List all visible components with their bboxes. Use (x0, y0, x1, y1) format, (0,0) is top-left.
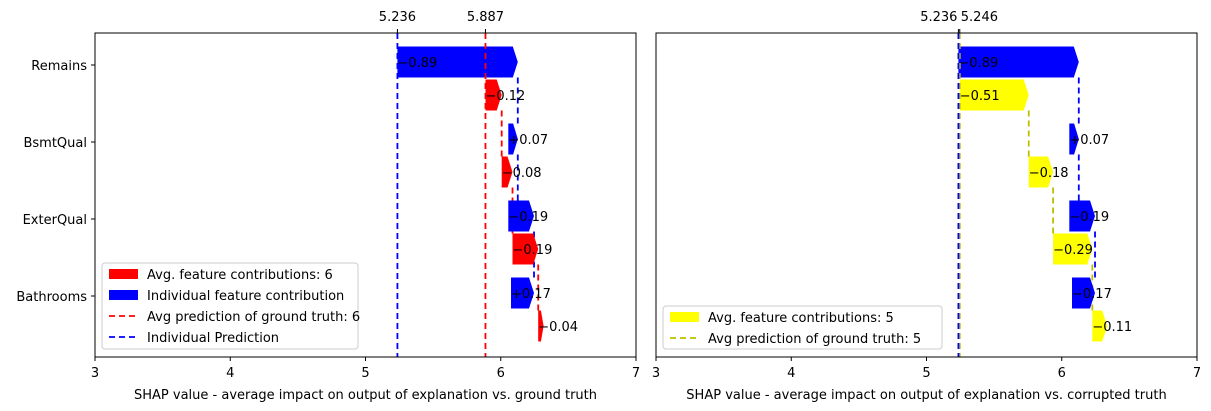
x-tick-label: 7 (632, 366, 640, 381)
bar-value-label: −0.17 (1072, 287, 1112, 302)
bar-value-label: −0.19 (513, 243, 553, 258)
bar-remains-1 (959, 79, 1029, 111)
legend-swatch (109, 269, 138, 279)
bar-remains-1 (485, 79, 502, 111)
y-tick-label: Remains (31, 59, 87, 74)
x-tick-label: 6 (497, 366, 505, 381)
legend-label: Avg prediction of ground truth: 5 (708, 332, 921, 347)
bar-exterqual-1 (1053, 233, 1093, 265)
bar-value-label: +0.17 (511, 287, 551, 302)
x-axis-label: SHAP value - average impact on output of… (686, 388, 1166, 403)
x-axis-label: SHAP value - average impact on output of… (134, 388, 597, 403)
legend-label: Avg prediction of ground truth: 6 (147, 310, 360, 325)
x-tick-label: 3 (652, 366, 660, 381)
bar-value-label: −0.12 (485, 89, 525, 104)
top-tick-label: 5.246 (961, 10, 998, 25)
x-tick-label: 6 (1058, 366, 1066, 381)
chart-panel-2: −0.89 −0.51 +0.07 −0.18 −0.19 −0.29 −0.17 −0.11… (652, 10, 1201, 403)
bar-value-label: −0.11 (1092, 320, 1132, 335)
legend-swatch (670, 312, 699, 322)
legend-label: Individual Prediction (147, 331, 279, 346)
x-tick-label: 3 (91, 366, 99, 381)
bar-bathrooms-0 (1072, 277, 1095, 309)
top-tick-label: 5.236 (379, 10, 416, 25)
bar-value-label: −0.18 (1029, 166, 1069, 181)
bar-remains-0 (397, 46, 518, 78)
bar-bathrooms-1 (538, 310, 544, 342)
legend-box (101, 262, 359, 350)
top-tick-label: 5.236 (920, 10, 957, 25)
bar-exterqual-0 (1069, 200, 1095, 232)
bar-value-label: +0.07 (1069, 133, 1109, 148)
bar-value-label: −0.19 (1069, 210, 1109, 225)
bar-bathrooms-0 (511, 277, 534, 309)
legend: Avg. feature contributions: 6 Individual … (101, 262, 360, 350)
x-tick-label: 5 (922, 366, 930, 381)
bar-value-label: +0.07 (508, 133, 548, 148)
y-tick-label: BsmtQual (23, 136, 87, 151)
chart-panel-1: −0.89 −0.12 +0.07 −0.08 −0.19 −0.19 +0.17 −0.04… (16, 10, 640, 403)
legend-label: Avg. feature contributions: 5 (708, 311, 894, 326)
bar-remains-0 (958, 46, 1079, 78)
x-tick-label: 4 (787, 366, 795, 381)
legend-label: Avg. feature contributions: 6 (147, 268, 333, 283)
bar-value-label: −0.19 (508, 210, 548, 225)
top-tick-label: 5.887 (467, 10, 504, 25)
y-tick-label: ExterQual (23, 213, 87, 228)
bar-exterqual-0 (508, 200, 534, 232)
x-tick-label: 4 (226, 366, 234, 381)
y-tick-label: Bathrooms (16, 290, 87, 305)
bar-value-label: −0.04 (538, 320, 578, 335)
bar-value-label: −0.89 (397, 56, 437, 71)
bar-bsmtqual-0 (1069, 123, 1079, 155)
bar-value-label: −0.89 (958, 56, 998, 71)
legend: Avg. feature contributions: 5 Avg predict… (662, 305, 943, 350)
bar-value-label: −0.29 (1053, 243, 1093, 258)
legend-box (662, 305, 943, 350)
bar-bsmtqual-1 (1028, 156, 1054, 188)
legend-label: Individual feature contribution (147, 289, 344, 304)
bar-bsmtqual-0 (508, 123, 518, 155)
legend-swatch (109, 290, 138, 300)
bar-bsmtqual-1 (501, 156, 513, 188)
bar-value-label: −0.08 (502, 166, 542, 181)
bar-exterqual-1 (512, 233, 539, 265)
bar-bathrooms-1 (1092, 310, 1108, 342)
x-tick-label: 7 (1193, 366, 1201, 381)
x-tick-label: 5 (361, 366, 369, 381)
bar-value-label: −0.51 (960, 89, 1000, 104)
